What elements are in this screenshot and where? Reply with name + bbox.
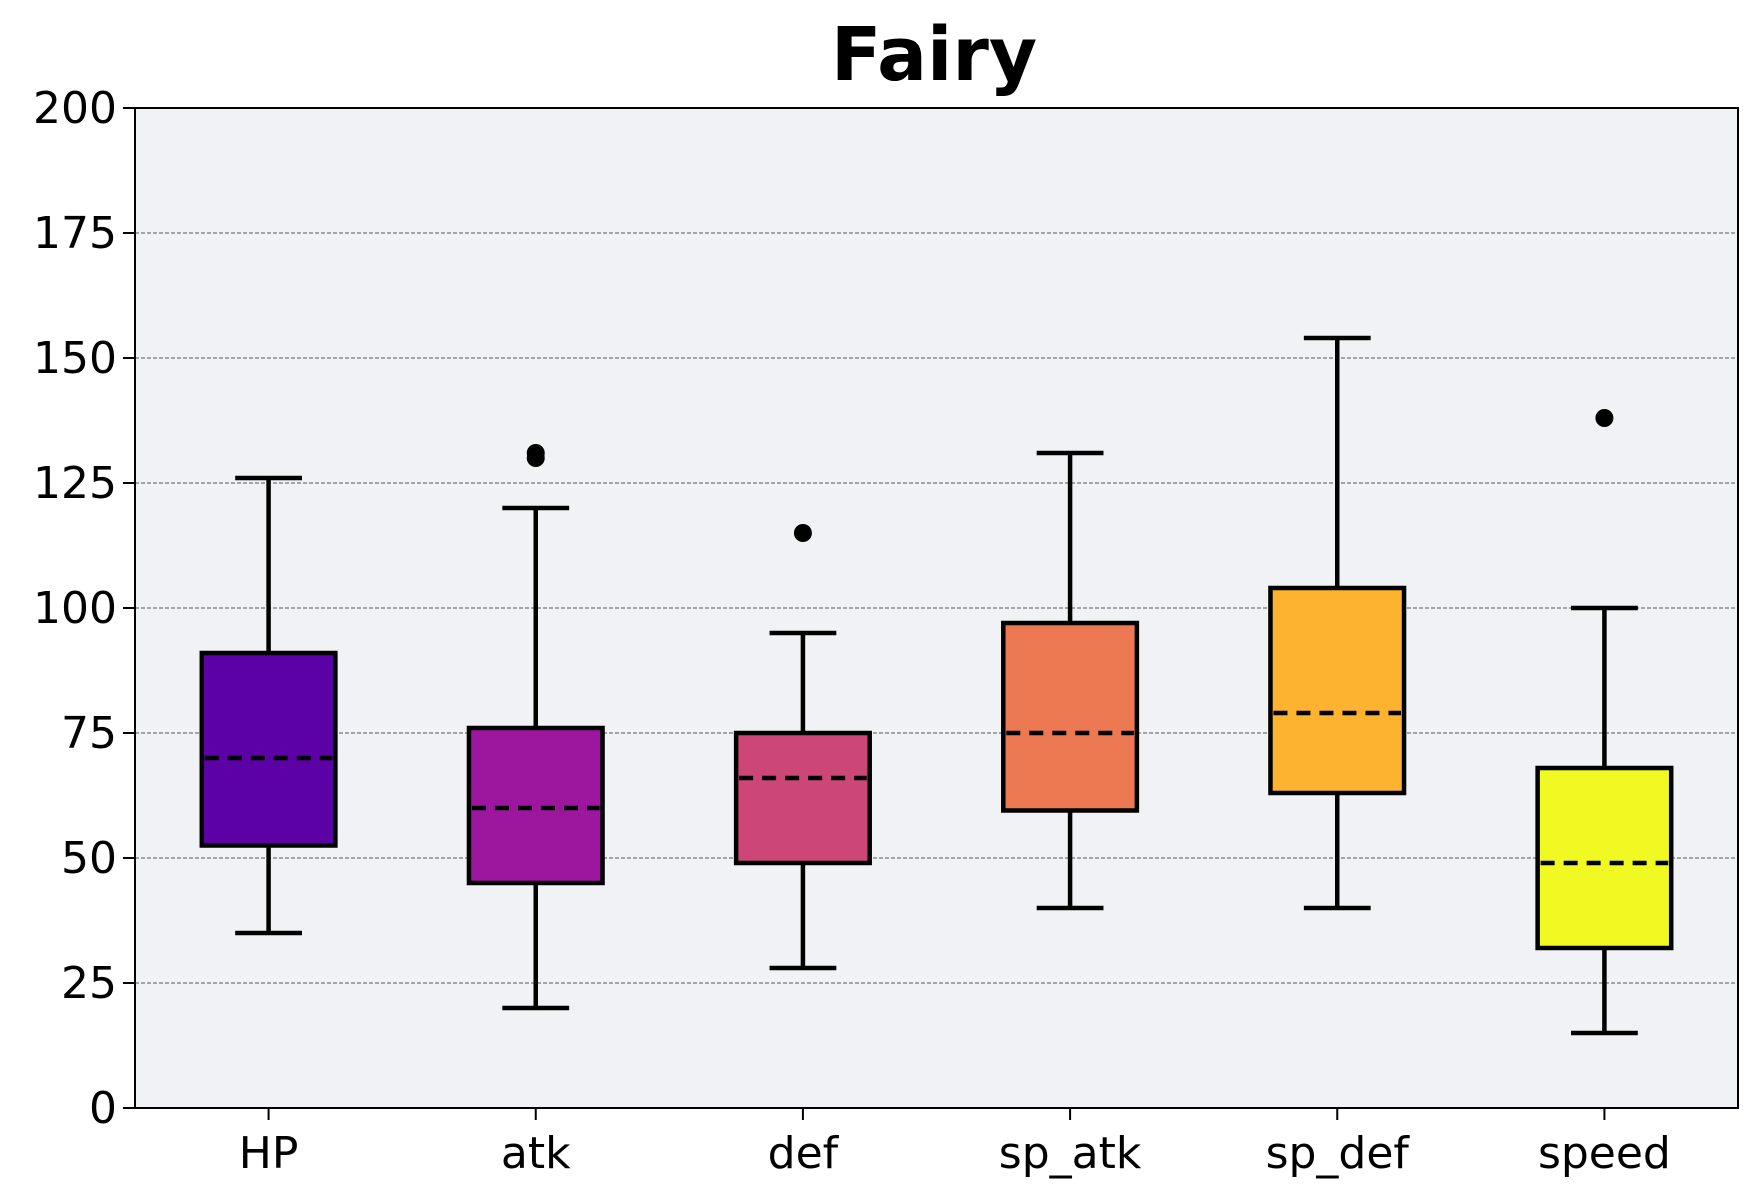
- y-tick-label-0: 0: [89, 1083, 117, 1134]
- box-speed: [1535, 765, 1674, 951]
- x-tick-label-speed: speed: [1538, 1128, 1671, 1179]
- y-tick-label-200: 200: [33, 83, 117, 134]
- x-tick-label-HP: HP: [239, 1128, 299, 1179]
- y-tick-label-175: 175: [33, 208, 117, 259]
- y-tick-label-75: 75: [61, 708, 117, 759]
- box-HP: [199, 650, 338, 848]
- y-tick-label-125: 125: [33, 458, 117, 509]
- box-def: [733, 730, 872, 866]
- y-tick-label-25: 25: [61, 958, 117, 1009]
- outlier-speed-0: [1595, 409, 1614, 427]
- chart-title: Fairy: [831, 12, 1037, 98]
- box-sp_atk: [1001, 620, 1140, 813]
- plot-area: 0 25 50 75 100 125 150 175 200 HP atk def sp_atk sp_d…: [33, 83, 1739, 1179]
- box-sp_def: [1268, 585, 1407, 796]
- y-tick-label-150: 150: [33, 333, 117, 384]
- y-tick-label-50: 50: [61, 833, 117, 884]
- box-atk: [466, 725, 605, 886]
- y-tick-label-100: 100: [33, 583, 117, 634]
- outlier-def-0: [793, 524, 812, 542]
- x-tick-label-sp_def: sp_def: [1266, 1128, 1411, 1179]
- outlier-atk-1: [526, 444, 545, 462]
- x-tick-label-atk: atk: [501, 1128, 571, 1179]
- x-tick-label-def: def: [768, 1128, 840, 1179]
- x-tick-label-sp_atk: sp_atk: [999, 1128, 1142, 1179]
